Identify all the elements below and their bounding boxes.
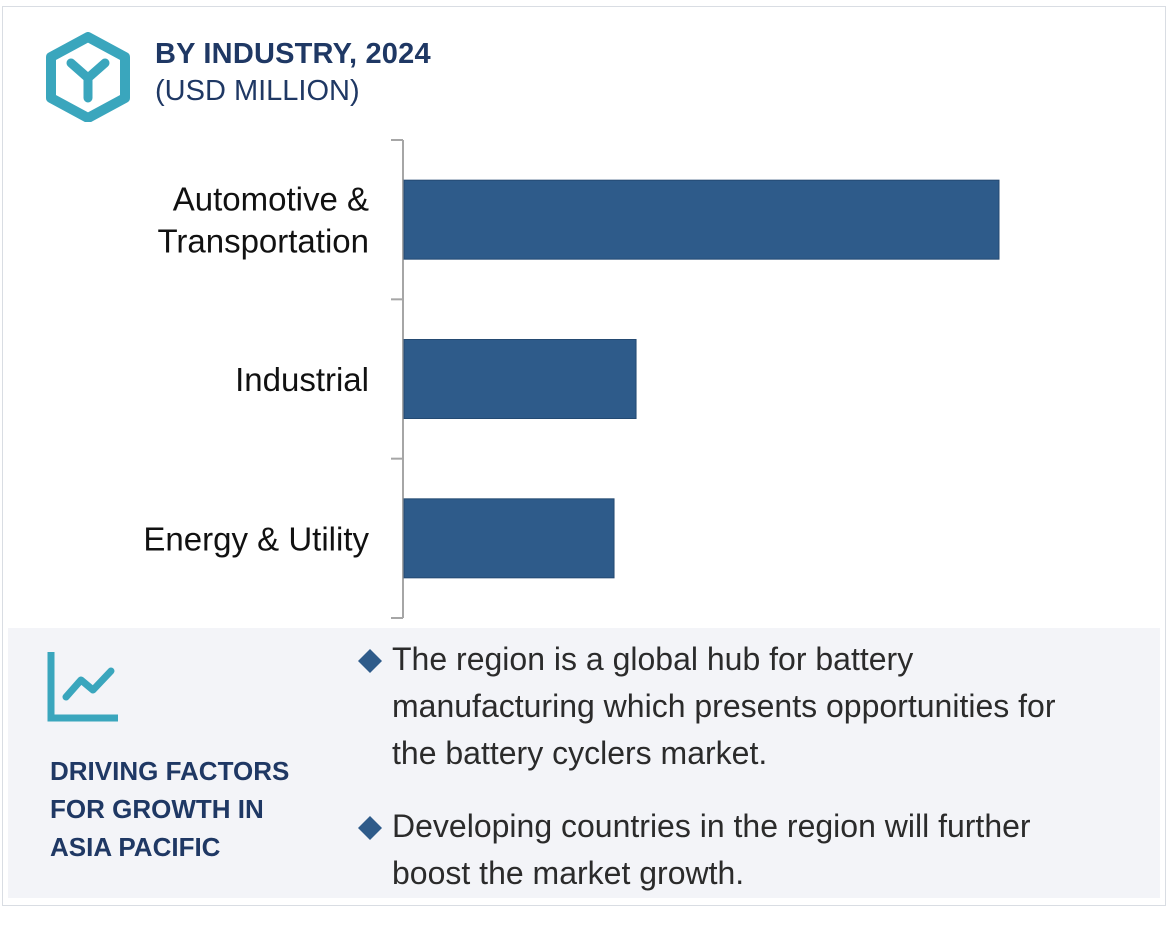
driving-factors-heading: DRIVING FACTORS FOR GROWTH IN ASIA PACIF… (50, 752, 320, 866)
driver-bullet-text: The region is a global hub for battery m… (392, 636, 1152, 777)
driving-factors-line: FOR GROWTH IN (50, 794, 264, 824)
hexagon-y-logo-icon (46, 32, 130, 122)
bar-chart: Automotive & Transportation Industrial Ener… (143, 139, 1000, 619)
bar (403, 339, 637, 419)
driver-bullet-line: boost the market growth. (392, 855, 745, 891)
chart-subtitle: (USD MILLION) (155, 75, 360, 107)
driver-bullet-line: manufacturing which presents opportuniti… (392, 688, 1056, 724)
category-label: Automotive & Transportation (157, 181, 369, 260)
category-label: Industrial (235, 361, 369, 398)
diamond-bullet-icon (358, 649, 382, 673)
diamond-bullet-icon (358, 816, 382, 840)
driver-bullet-line: the battery cyclers market. (392, 735, 768, 771)
chart-title: BY INDUSTRY, 2024 (155, 38, 431, 70)
bar (403, 179, 1000, 260)
category-label: Energy & Utility (143, 520, 369, 557)
driving-factors-line: DRIVING FACTORS (50, 756, 290, 786)
driving-factors-panel (8, 628, 1160, 898)
driver-bullet-text: Developing countries in the region will … (392, 803, 1152, 897)
driving-factors-line: ASIA PACIFIC (50, 832, 221, 862)
bar (403, 498, 615, 579)
driver-bullet-line: The region is a global hub for battery (392, 641, 914, 677)
driver-bullet-line: Developing countries in the region will … (392, 808, 1031, 844)
trend-chart-icon (47, 652, 118, 722)
